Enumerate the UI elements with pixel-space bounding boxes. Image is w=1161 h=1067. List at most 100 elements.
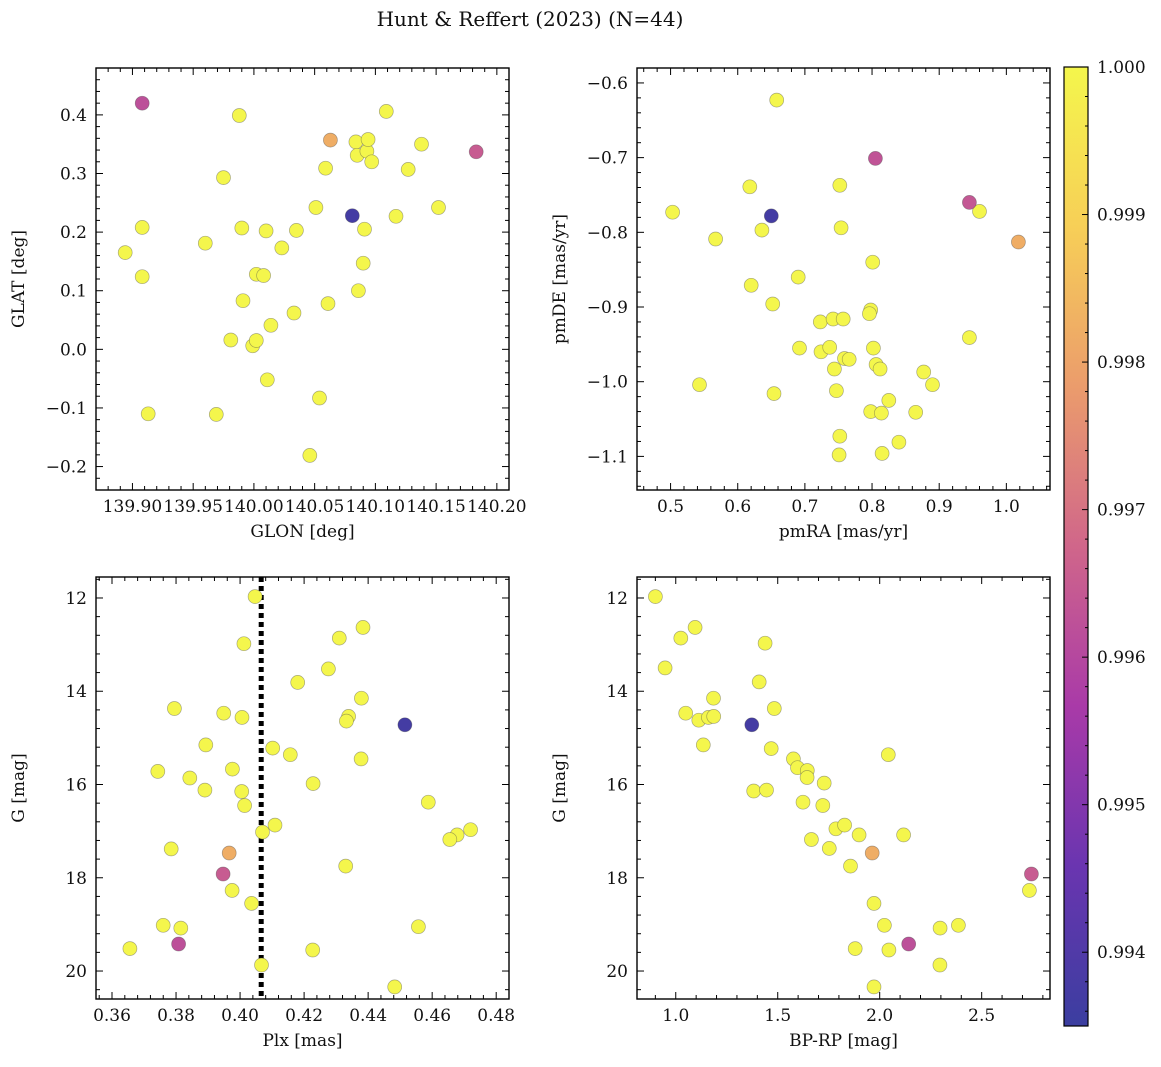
data-point <box>223 332 239 348</box>
panel-plx-g: 0.36 0.38 0.40 0.42 0.44 0.46 0.48 12 14 16 18 20 Pl… <box>9 576 515 1051</box>
data-point <box>751 674 767 690</box>
data-point <box>916 364 932 380</box>
data-point <box>150 764 166 779</box>
axes-frame <box>636 576 1051 1000</box>
axes-frame <box>95 67 510 491</box>
data-point <box>837 817 852 833</box>
data-point <box>134 220 150 235</box>
x-tick-label: 139.90 <box>103 497 162 517</box>
data-point <box>746 783 762 799</box>
data-point <box>235 293 251 309</box>
data-point <box>795 794 811 810</box>
data-point <box>247 589 263 604</box>
data-point <box>259 372 275 388</box>
data-point <box>308 200 324 215</box>
data-point <box>665 204 680 220</box>
y-tick-label: 0.0 <box>60 340 87 360</box>
data-point <box>244 896 259 911</box>
scatter-points <box>122 589 478 995</box>
axes-frame <box>95 576 510 1000</box>
data-point <box>742 179 758 195</box>
data-point <box>832 177 848 193</box>
data-point <box>864 845 880 861</box>
ticks <box>637 577 1050 999</box>
x-tick-label: 0.44 <box>349 1006 387 1026</box>
data-point <box>862 306 877 322</box>
data-point <box>267 817 283 833</box>
data-point <box>357 221 372 237</box>
data-point <box>122 941 138 956</box>
data-point <box>420 794 436 810</box>
data-point <box>829 383 844 399</box>
x-tick-label: 0.7 <box>791 497 818 517</box>
figure-title: Hunt & Reffert (2023) (N=44) <box>377 7 684 31</box>
data-point <box>155 917 171 933</box>
data-point <box>833 220 849 236</box>
data-point <box>355 620 371 635</box>
data-point <box>769 92 785 108</box>
y-axis-label: GLAT [deg] <box>9 230 29 328</box>
y-tick-label: 18 <box>606 869 628 889</box>
data-point <box>804 832 819 847</box>
data-point <box>763 208 779 224</box>
data-point <box>692 377 707 393</box>
data-point <box>254 957 269 973</box>
data-point <box>258 223 274 239</box>
data-point <box>197 235 213 251</box>
data-point <box>248 333 264 348</box>
data-point <box>231 108 247 123</box>
data-point <box>354 690 369 706</box>
y-tick-label: 0.3 <box>60 165 87 185</box>
y-tick-label: −0.7 <box>587 149 628 169</box>
x-tick-label: 0.9 <box>926 497 953 517</box>
data-point <box>695 737 711 753</box>
data-point <box>282 747 298 763</box>
data-point <box>290 675 306 690</box>
data-point <box>234 710 250 725</box>
data-point <box>908 404 924 420</box>
data-point <box>821 841 837 856</box>
data-point <box>320 296 336 311</box>
data-point <box>881 393 897 408</box>
colorbar-tick-label: 0.998 <box>1097 353 1146 373</box>
data-point <box>378 104 394 119</box>
data-point <box>757 635 773 651</box>
scatter-points <box>665 92 1026 463</box>
data-point <box>208 407 224 422</box>
panel-pmra-pmde: 0.5 0.6 0.7 0.8 0.9 1.0 −1.1 −1.0 −0.9 −0.8 −0.7 −0… <box>550 67 1051 542</box>
data-point <box>841 351 857 367</box>
data-point <box>925 377 940 393</box>
data-point <box>763 741 779 756</box>
x-tick-label: 2.0 <box>866 1006 893 1026</box>
data-point <box>344 208 360 224</box>
ticks <box>96 577 510 999</box>
data-point <box>431 200 446 215</box>
y-tick-label: 14 <box>606 682 628 702</box>
data-point <box>134 95 150 111</box>
data-point <box>932 920 948 936</box>
data-point <box>256 268 271 283</box>
data-point <box>236 636 252 652</box>
x-tick-label: 140.20 <box>467 497 526 517</box>
x-tick-label: 140.00 <box>224 497 283 517</box>
data-point <box>140 406 156 422</box>
data-point <box>962 195 977 210</box>
data-point <box>414 136 429 152</box>
y-tick-label: 20 <box>606 962 628 982</box>
data-point <box>851 827 867 843</box>
data-point <box>331 630 347 646</box>
data-point <box>880 747 896 763</box>
data-point <box>822 339 838 355</box>
colorbar: 0.994 0.995 0.996 0.997 0.998 0.999 1.000 <box>1063 58 1146 1027</box>
data-point <box>901 936 917 952</box>
colorbar-tick-label: 0.995 <box>1097 796 1146 816</box>
data-point <box>305 942 321 958</box>
data-point <box>866 896 882 911</box>
data-point <box>265 740 281 756</box>
data-point <box>286 305 302 321</box>
y-tick-label: −1.1 <box>587 447 628 467</box>
y-tick-label: −0.9 <box>587 298 628 318</box>
x-axis-label: Plx [mas] <box>262 1031 342 1051</box>
colorbar-tick-label: 1.000 <box>1097 58 1146 78</box>
data-point <box>237 798 252 813</box>
